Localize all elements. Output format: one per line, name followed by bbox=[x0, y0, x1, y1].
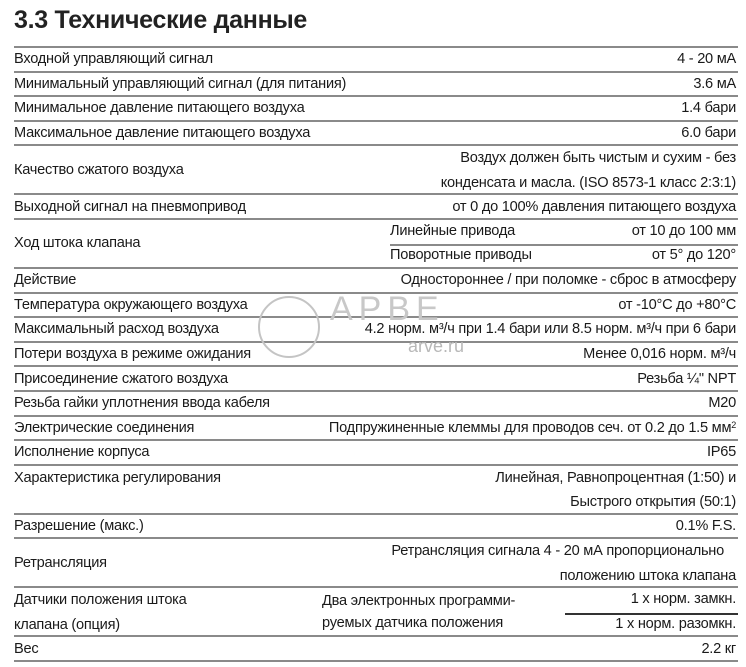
table-row: Ход штока клапана Линейные привода от 10 … bbox=[14, 220, 738, 269]
sub-row: Поворотные приводы от 5° до 120° bbox=[390, 244, 738, 269]
row-value-line: Ретрансляция сигнала 4 - 20 мА пропорцио… bbox=[391, 543, 724, 560]
table-row: Потери воздуха в режиме ожидания Менее 0,… bbox=[14, 343, 738, 368]
row-value-line: Линейная, Равнопроцентная (1:50) и bbox=[495, 469, 736, 486]
row-description-line: Два электронных программи- bbox=[322, 593, 516, 610]
table-row: Присоединение сжатого воздуха Резьба ¼" N… bbox=[14, 367, 738, 392]
row-value: Подпружиненные клеммы для проводов сеч. … bbox=[329, 420, 736, 436]
table-row: Разрешение (макс.) 0.1% F.S. bbox=[14, 515, 738, 540]
row-label: Вес bbox=[14, 640, 39, 657]
row-value-line: Воздух должен быть чистым и сухим - без bbox=[460, 150, 736, 167]
table-row: Выходной сигнал на пневмопривод от 0 до 1… bbox=[14, 195, 738, 220]
row-value: Одностороннее / при поломке - сброс в ат… bbox=[400, 272, 737, 289]
row-value: 1.4 бари bbox=[681, 100, 736, 117]
row-label: Минимальное давление питающего воздуха bbox=[14, 100, 305, 117]
table-row: Характеристика регулирования Линейная, Ра… bbox=[14, 466, 738, 515]
row-label: Ход штока клапана bbox=[14, 235, 141, 252]
row-label: Исполнение корпуса bbox=[14, 444, 150, 461]
sub-value: от 5° до 120° bbox=[651, 247, 736, 264]
superscript: 2 bbox=[731, 419, 736, 430]
row-value: M20 bbox=[708, 395, 736, 412]
row-value-line: положению штока клапана bbox=[559, 567, 737, 584]
row-label: Присоединение сжатого воздуха bbox=[14, 370, 228, 387]
row-description: Два электронных программи-руемых датчика… bbox=[322, 590, 515, 634]
row-label: Ретрансляция bbox=[14, 554, 107, 571]
row-value: от 0 до 100% давления питающего воздуха bbox=[452, 198, 736, 215]
table-row: Датчики положения штока клапана (опция) Д… bbox=[14, 588, 738, 638]
row-label-line: Датчики положения штока bbox=[14, 592, 187, 609]
row-label: Выходной сигнал на пневмопривод bbox=[14, 198, 246, 215]
row-value-line: конденсата и масла. (ISO 8573-1 класс 2:… bbox=[440, 174, 737, 191]
row-value: Резьба ¼" NPT bbox=[637, 370, 736, 387]
table-row: Максимальный расход воздуха 4.2 норм. м³/… bbox=[14, 318, 738, 343]
row-label: Входной управляющий сигнал bbox=[14, 51, 213, 68]
table-row: Действие Одностороннее / при поломке - сб… bbox=[14, 269, 738, 294]
row-label: Разрешение (макс.) bbox=[14, 518, 144, 535]
table-row: Входной управляющий сигнал 4 - 20 мА bbox=[14, 48, 738, 73]
row-label: Резьба гайки уплотнения ввода кабеля bbox=[14, 395, 270, 412]
table-row: Минимальный управляющий сигнал (для пита… bbox=[14, 73, 738, 98]
row-value-line: Быстрого открытия (50:1) bbox=[570, 494, 736, 511]
row-label: Максимальное давление питающего воздуха bbox=[14, 125, 311, 142]
row-label: Качество сжатого воздуха bbox=[14, 161, 184, 178]
row-value: 4.2 норм. м³/ч при 1.4 бари или 8.5 норм… bbox=[364, 321, 736, 338]
row-label: Характеристика регулирования bbox=[14, 469, 221, 486]
row-label: Потери воздуха в режиме ожидания bbox=[14, 346, 251, 363]
sub-label: Поворотные приводы bbox=[390, 247, 532, 264]
row-value: Менее 0,016 норм. м³/ч bbox=[583, 346, 736, 363]
row-label: Датчики положения штока клапана (опция) bbox=[14, 588, 187, 637]
sub-label: Линейные привода bbox=[390, 222, 515, 239]
sub-row: Линейные привода от 10 до 100 мм bbox=[390, 220, 738, 247]
row-value-text: Подпружиненные клеммы для проводов сеч. … bbox=[328, 419, 732, 436]
table-row: Максимальное давление питающего воздуха 6… bbox=[14, 122, 738, 147]
row-value: 6.0 бари bbox=[681, 125, 736, 142]
row-label-line: клапана (опция) bbox=[14, 616, 120, 633]
table-row: Качество сжатого воздуха Воздух должен бы… bbox=[14, 146, 738, 196]
tech-data-table: Входной управляющий сигнал 4 - 20 мА Мини… bbox=[14, 46, 738, 662]
table-row: Резьба гайки уплотнения ввода кабеля M20 bbox=[14, 392, 738, 417]
row-label: Электрические соединения bbox=[14, 419, 195, 436]
row-value: Ретрансляция сигнала 4 - 20 мА пропорцио… bbox=[391, 539, 736, 588]
table-row: Исполнение корпуса IP65 bbox=[14, 441, 738, 466]
row-value: от -10°C до +80°C bbox=[618, 296, 736, 313]
table-row: Минимальное давление питающего воздуха 1.… bbox=[14, 97, 738, 122]
sub-row: 1 x норм. разомкн. bbox=[565, 613, 738, 638]
section-title: 3.3 Технические данные bbox=[14, 6, 308, 34]
table-row: Температура окружающего воздуха от -10°C … bbox=[14, 294, 738, 319]
row-description-line: руемых датчика положения bbox=[322, 615, 504, 632]
row-value: 4 - 20 мА bbox=[677, 51, 736, 68]
sub-row: 1 x норм. замкн. bbox=[565, 588, 738, 615]
sub-value: 1 x норм. замкн. bbox=[630, 591, 737, 608]
row-value: 2.2 кг bbox=[701, 640, 736, 657]
table-row: Электрические соединения Подпружиненные к… bbox=[14, 417, 738, 442]
row-value: IP65 bbox=[706, 444, 736, 461]
sub-value: от 10 до 100 мм bbox=[631, 222, 736, 239]
row-value: 3.6 мА bbox=[693, 75, 736, 92]
row-value: 0.1% F.S. bbox=[675, 518, 736, 535]
row-label: Температура окружающего воздуха bbox=[14, 296, 248, 313]
row-value: Линейная, Равнопроцентная (1:50) и Быстро… bbox=[495, 466, 736, 515]
table-row: Вес 2.2 кг bbox=[14, 637, 738, 662]
sub-value: 1 x норм. разомкн. bbox=[615, 615, 736, 632]
row-label: Максимальный расход воздуха bbox=[14, 321, 219, 338]
row-value: Воздух должен быть чистым и сухим - без к… bbox=[440, 146, 737, 195]
row-label: Действие bbox=[14, 272, 77, 289]
table-row: Ретрансляция Ретрансляция сигнала 4 - 20 … bbox=[14, 539, 738, 589]
row-label: Минимальный управляющий сигнал (для пита… bbox=[14, 75, 347, 92]
